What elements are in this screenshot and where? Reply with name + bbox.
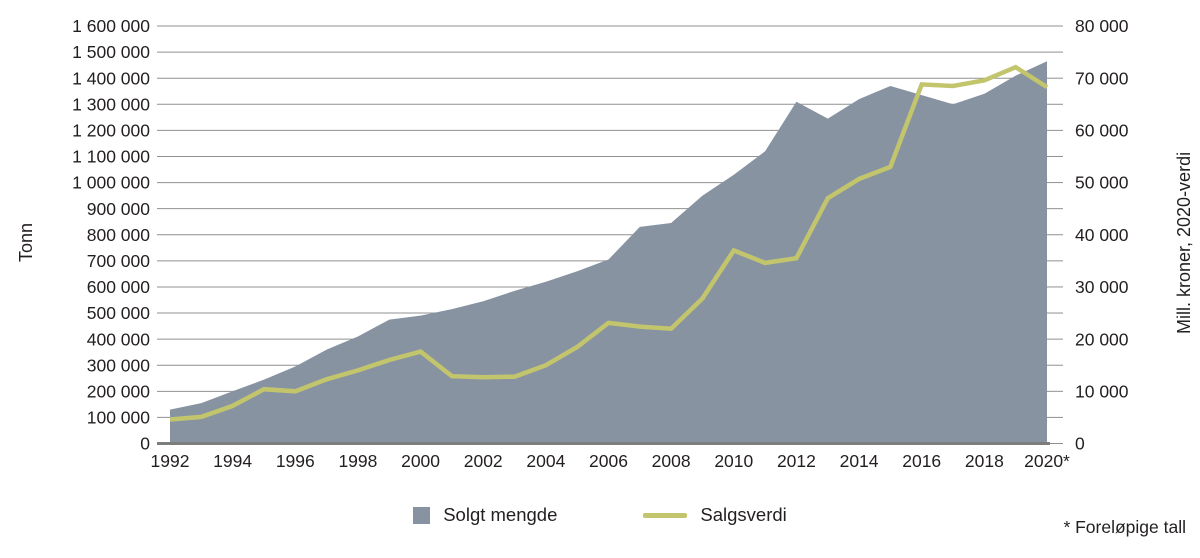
right-axis-tick-label: 80 000 [1075, 16, 1129, 36]
left-axis-tick-label: 100 000 [87, 408, 151, 428]
right-axis-tick-label: 60 000 [1075, 121, 1129, 141]
left-axis-tick-label: 1 600 000 [72, 16, 150, 36]
right-axis-tick-label: 10 000 [1075, 381, 1129, 401]
left-axis-tick-label: 1 400 000 [72, 68, 150, 88]
legend-item-salgsverdi: Salgsverdi [643, 504, 787, 526]
left-axis-title: Tonn [16, 222, 36, 262]
x-axis-tick-label: 2018 [965, 451, 1004, 471]
legend-swatch-salgsverdi [643, 512, 688, 518]
left-axis-tick-label: 200 000 [87, 381, 151, 401]
right-axis-tick-label: 70 000 [1075, 68, 1129, 88]
chart-canvas: 0 100 000 200 000 300 000 400 000 500 000 600 … [72, 16, 1129, 471]
legend-swatch-solgt-mengde [413, 506, 431, 524]
right-axis-tick-label: 50 000 [1075, 173, 1129, 193]
x-axis-tick-label: 1994 [213, 451, 252, 471]
left-axis-tick-label: 700 000 [87, 251, 151, 271]
x-axis-tick-label: 2012 [777, 451, 816, 471]
x-axis-tick-label: 2004 [526, 451, 565, 471]
x-axis-tick-label: 1996 [276, 451, 315, 471]
left-axis-tick-label: 1 000 000 [72, 173, 150, 193]
footnote-preliminary-figures: * Foreløpige tall [1063, 517, 1186, 537]
left-axis-tick-label: 1 300 000 [72, 94, 150, 114]
left-axis-tick-label: 1 200 000 [72, 121, 150, 141]
area-solgt-mengde [170, 61, 1047, 444]
x-axis-tick-label: 1998 [338, 451, 377, 471]
left-axis-tick-label: 600 000 [87, 277, 151, 297]
legend-label-salgsverdi: Salgsverdi [700, 504, 787, 525]
left-axis-tick-label: 500 000 [87, 303, 151, 323]
left-axis-tick-label: 300 000 [87, 355, 151, 375]
x-axis-tick-label: 2000 [401, 451, 440, 471]
x-axis-tick-label: 2010 [714, 451, 753, 471]
x-axis-tick-label: 2006 [589, 451, 628, 471]
x-axis-tick-label: 1992 [151, 451, 190, 471]
x-axis-tick-label: 2008 [652, 451, 691, 471]
x-axis-tick-label: 2002 [464, 451, 503, 471]
left-axis-tick-label: 400 000 [87, 329, 151, 349]
x-axis-tick-label: 2016 [902, 451, 941, 471]
left-axis-tick-label: 800 000 [87, 225, 151, 245]
right-axis-tick-label: 40 000 [1075, 225, 1129, 245]
x-axis-tick-label: 2020* [1024, 451, 1070, 471]
left-axis-tick-label: 1 100 000 [72, 147, 150, 167]
right-axis-tick-label: 20 000 [1075, 329, 1129, 349]
legend-label-solgt-mengde: Solgt mengde [443, 504, 558, 525]
right-axis-title: Mill. kroner, 2020-verdi [1174, 151, 1194, 334]
right-axis-tick-label: 30 000 [1075, 277, 1129, 297]
left-axis-tick-label: 900 000 [87, 199, 151, 219]
x-axis-tick-label: 2014 [840, 451, 879, 471]
legend: Solgt mengde Salgsverdi [0, 504, 1200, 526]
line-salgsverdi [169, 64, 1049, 422]
right-axis-tick-label: 0 [1075, 434, 1085, 454]
left-axis-tick-label: 1 500 000 [72, 42, 150, 62]
legend-item-solgt-mengde: Solgt mengde [413, 504, 557, 526]
left-axis-tick-label: 0 [140, 434, 150, 454]
